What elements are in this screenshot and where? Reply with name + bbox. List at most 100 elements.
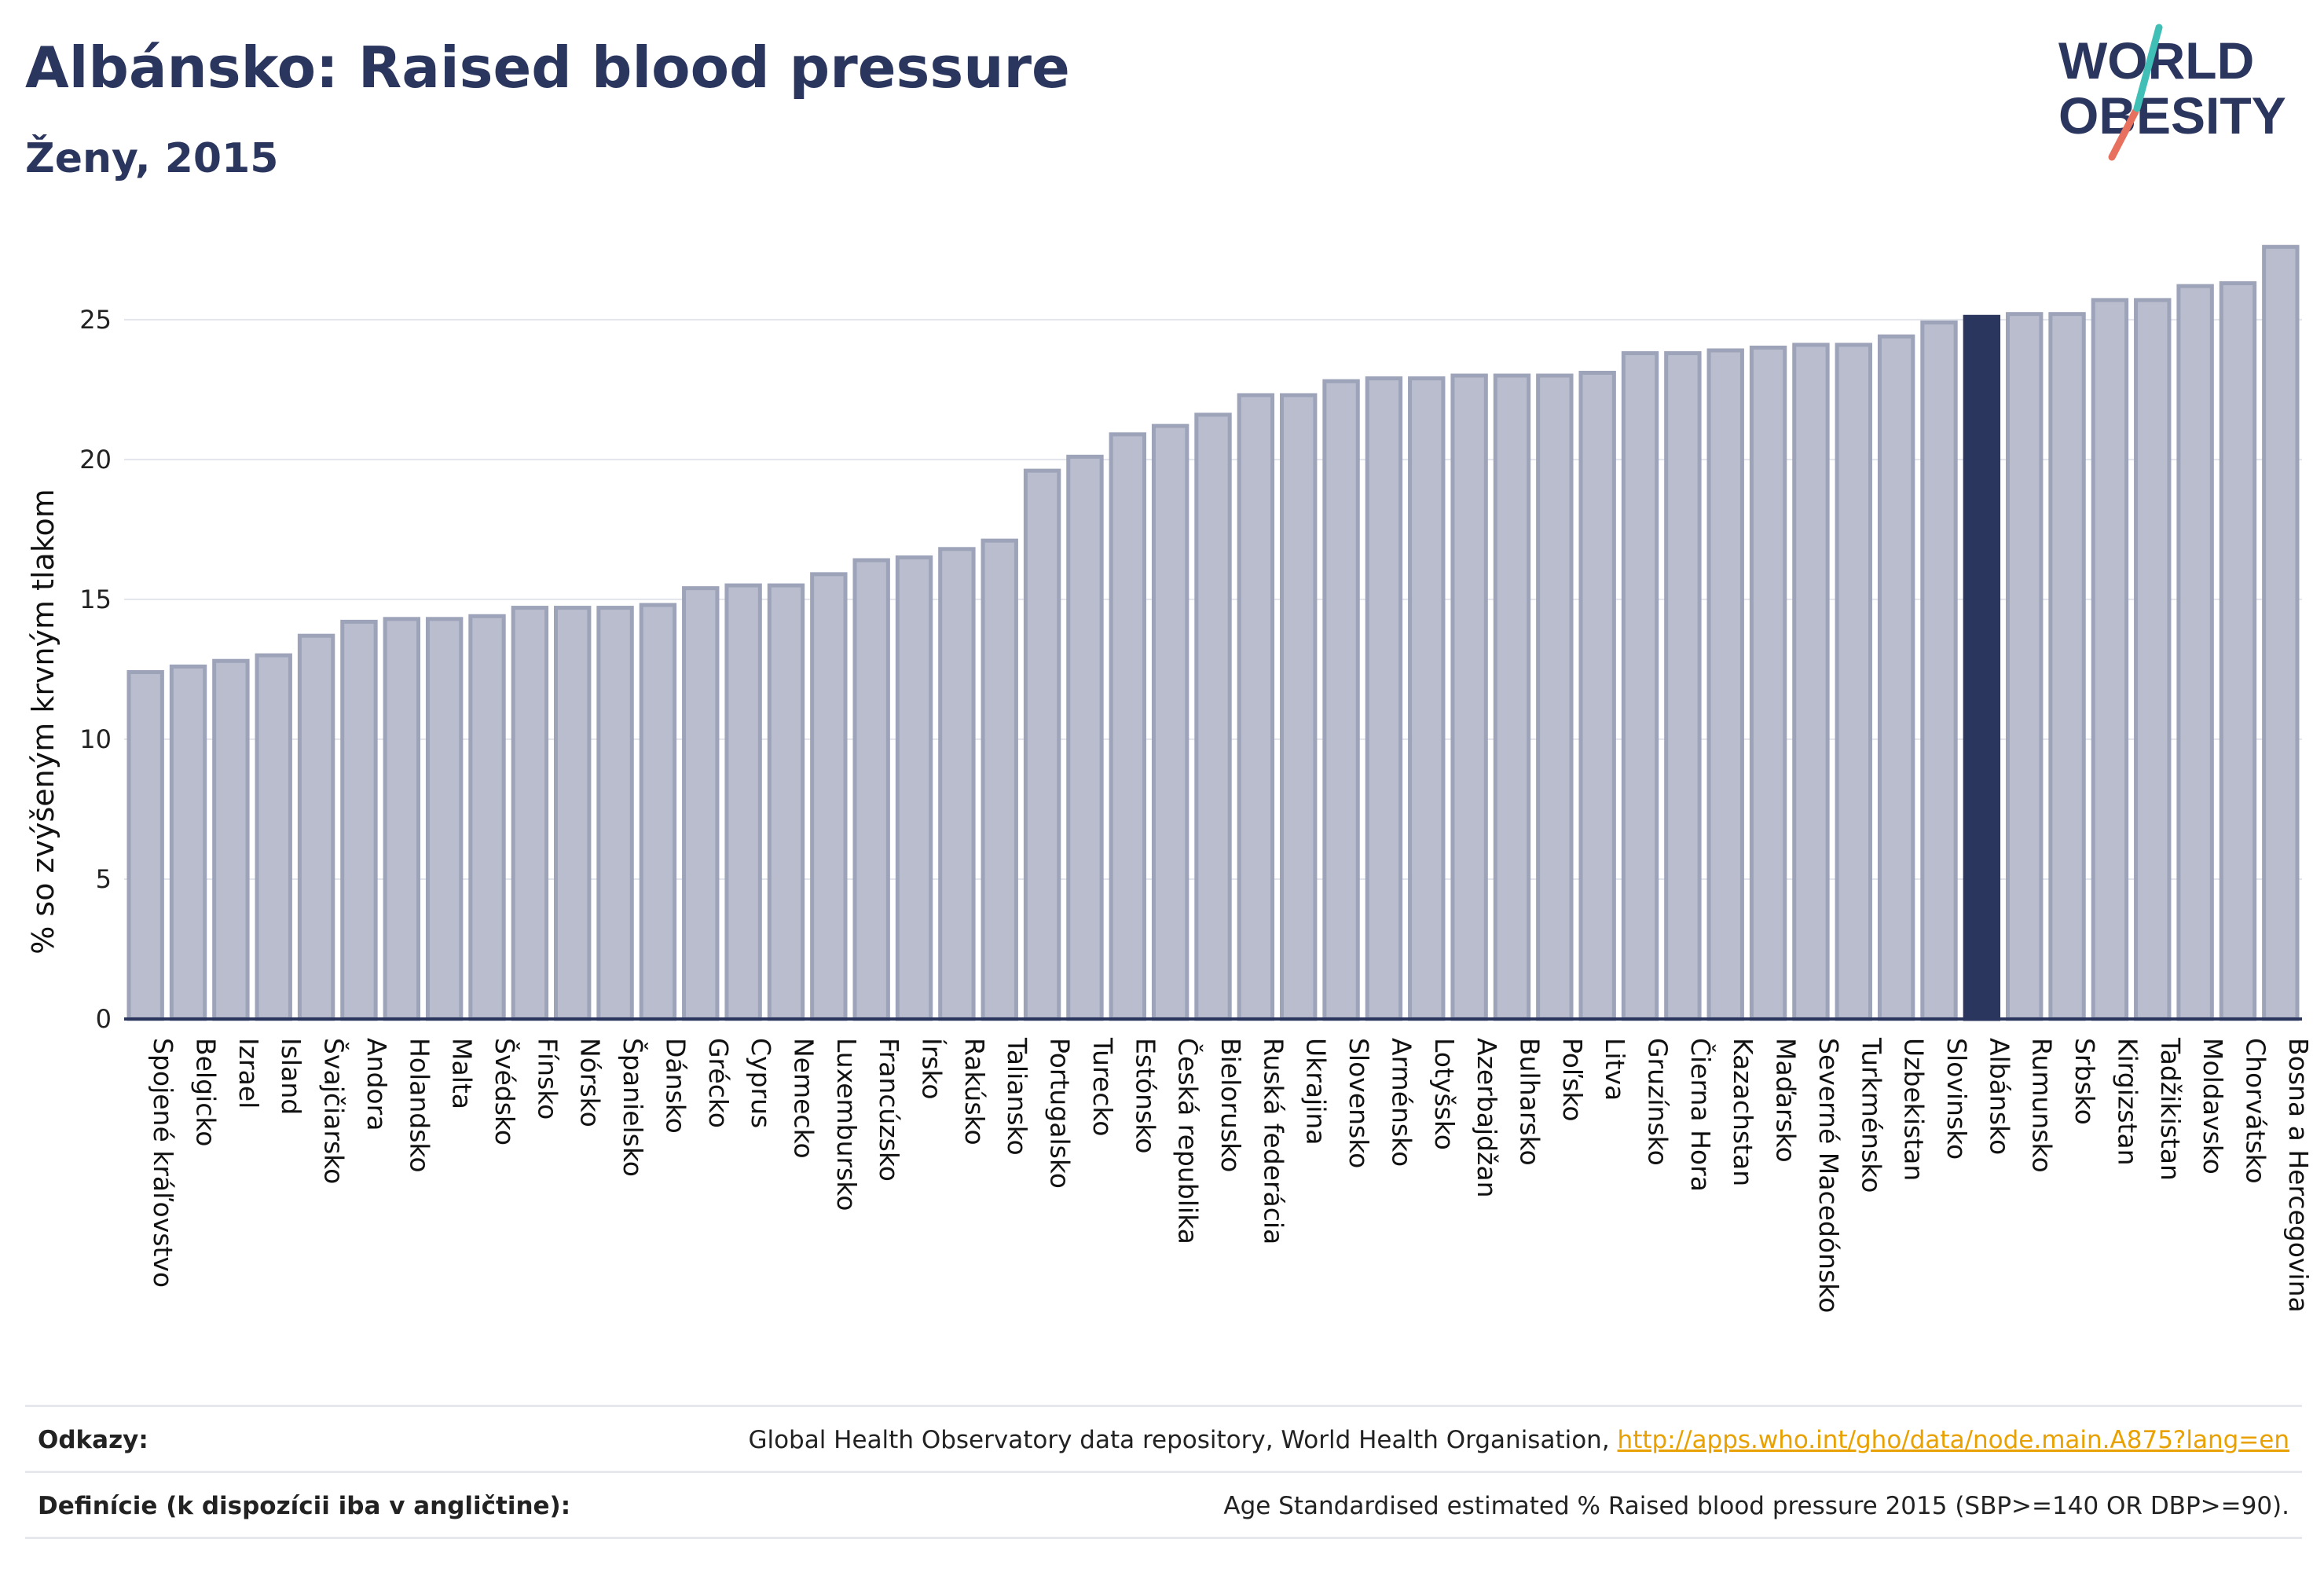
x-tick-label: Rakúsko — [959, 1038, 990, 1145]
bar — [682, 586, 720, 1021]
bar — [212, 658, 250, 1021]
world-obesity-logo: WORLD OBESITY — [2058, 24, 2286, 161]
x-tick-label: Kazachstan — [1728, 1038, 1758, 1186]
x-tick-label: Portugalsko — [1045, 1038, 1076, 1189]
bar — [511, 606, 549, 1021]
x-tick-label: Andora — [361, 1038, 392, 1131]
x-tick-label: Turkménsko — [1856, 1037, 1886, 1193]
x-tick-label: Bosna a Hercegovina — [2283, 1038, 2314, 1313]
bar — [425, 617, 464, 1021]
bar — [1280, 393, 1318, 1021]
bar — [297, 633, 335, 1021]
sources-link[interactable]: http://apps.who.int/gho/data/node.main.A… — [1617, 1426, 2289, 1454]
x-tick-label: Bulharsko — [1514, 1038, 1545, 1166]
bar — [468, 614, 506, 1021]
bar — [810, 572, 848, 1021]
bar — [1493, 373, 1531, 1021]
bar — [1664, 351, 1702, 1021]
x-tick-label: Nemecko — [788, 1038, 819, 1159]
bar — [2048, 312, 2086, 1021]
x-tick-label: Estónsko — [1130, 1038, 1160, 1153]
x-tick-label: Kirgizstan — [2112, 1038, 2143, 1166]
x-tick-label: Bielorusko — [1215, 1038, 1246, 1172]
x-tick-label: Azerbajdžan — [1472, 1038, 1502, 1198]
x-tick-label: Čierna Hora — [1685, 1038, 1717, 1192]
x-tick-label: Dánsko — [660, 1038, 691, 1134]
bar — [1408, 376, 1446, 1021]
x-tick-label: Slovensko — [1343, 1038, 1374, 1168]
x-tick-label: Malta — [447, 1038, 478, 1109]
x-tick-label: Albánsko — [1984, 1038, 2014, 1155]
definitions-label: Definície (k dispozícii iba v angličtine… — [38, 1492, 571, 1520]
x-tick-label: Grécko — [703, 1038, 734, 1128]
x-tick-label: Gruzínsko — [1643, 1038, 1673, 1166]
bar — [169, 664, 207, 1021]
x-tick-label: Belgicko — [191, 1038, 222, 1147]
bar — [1621, 351, 1659, 1021]
x-tick-label: Nórsko — [575, 1038, 606, 1127]
x-tick-label: Česká republika — [1173, 1038, 1204, 1244]
y-axis-label: % so zvýšeným krvným tlakom — [26, 489, 60, 955]
bar — [1237, 393, 1275, 1021]
bar — [767, 583, 805, 1021]
bar — [1151, 423, 1189, 1021]
x-tick-label: Chorvátsko — [2240, 1038, 2271, 1184]
bar — [2134, 298, 2172, 1021]
x-tick-label: Švajčiarsko — [319, 1038, 350, 1184]
bar — [1066, 454, 1104, 1021]
y-tick-label: 15 — [79, 585, 112, 614]
y-tick-label: 10 — [79, 724, 112, 754]
x-tick-label: Taliansko — [1002, 1037, 1032, 1156]
bar — [554, 606, 592, 1021]
x-tick-label: Poľsko — [1557, 1038, 1588, 1122]
bar — [895, 555, 933, 1021]
bar — [1109, 432, 1146, 1021]
x-tick-label: Luxembursko — [831, 1038, 862, 1211]
bar — [1835, 343, 1872, 1021]
bar — [1450, 373, 1488, 1021]
bar-chart: 0 5 10 15 20 25 Spojené kráľovstvo Belgicko Izra… — [26, 244, 2314, 1313]
x-tick-label: Maďarsko — [1771, 1038, 1802, 1163]
y-tick-label: 20 — [79, 445, 112, 475]
definitions-row: Definície (k dispozícii iba v angličtine… — [25, 1471, 2302, 1539]
x-tick-label: Severné Macedónsko — [1813, 1038, 1844, 1313]
x-tick-label: Slovinsko — [1941, 1038, 1972, 1160]
x-tick-label: Holandsko — [404, 1038, 434, 1173]
sources-row: Odkazy: Global Health Observatory data r… — [25, 1405, 2302, 1473]
sources-label: Odkazy: — [38, 1426, 148, 1454]
bar — [1706, 348, 1744, 1021]
bar — [1578, 370, 1616, 1021]
bar — [596, 606, 634, 1021]
bar — [938, 547, 976, 1021]
bar — [2006, 312, 2044, 1021]
bar — [1322, 379, 1360, 1021]
bar — [1920, 320, 1958, 1021]
x-tick-label: Island — [276, 1038, 306, 1115]
x-tick-label: Ruská federácia — [1258, 1038, 1288, 1244]
bar — [724, 583, 762, 1021]
x-tick-label: Írsko — [917, 1038, 948, 1100]
bar — [852, 558, 890, 1021]
x-tick-label: Litva — [1600, 1038, 1630, 1101]
sources-value: Global Health Observatory data repositor… — [748, 1426, 2289, 1454]
bar — [1963, 314, 2001, 1021]
x-tick-label: Rumunsko — [2027, 1038, 2058, 1173]
bar — [2219, 281, 2257, 1021]
bar — [1023, 468, 1061, 1021]
y-tick-label: 5 — [96, 864, 112, 894]
bar — [2091, 298, 2129, 1021]
x-tick-label: Cyprus — [746, 1038, 776, 1128]
x-tick-label: Ukrajina — [1301, 1038, 1332, 1145]
y-tick-label: 25 — [79, 305, 112, 335]
x-tick-label: Arménsko — [1386, 1038, 1417, 1167]
y-tick-label: 0 — [96, 1004, 112, 1034]
x-tick-label: Turecko — [1087, 1037, 1118, 1136]
bar — [639, 603, 677, 1021]
x-tick-label: Tadžikistan — [2155, 1037, 2186, 1181]
bar — [2176, 284, 2214, 1021]
x-tick-label: Spojené kráľovstvo — [148, 1038, 178, 1288]
logo-line2: OBESITY — [2058, 86, 2286, 145]
sources-text: Global Health Observatory data repositor… — [748, 1426, 1618, 1454]
bar — [1194, 412, 1232, 1021]
bar — [340, 619, 378, 1021]
